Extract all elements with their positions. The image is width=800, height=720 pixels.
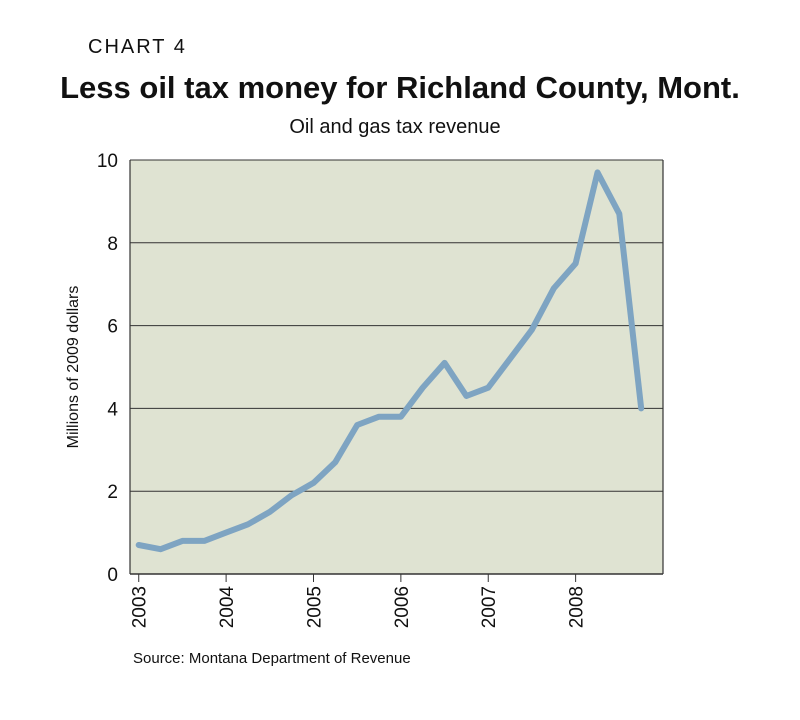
data-point	[639, 406, 643, 410]
data-point	[311, 481, 315, 485]
chart-title: Less oil tax money for Richland County, …	[60, 70, 740, 105]
data-point	[290, 493, 294, 497]
data-point	[574, 262, 578, 265]
data-point	[377, 415, 381, 419]
data-point	[421, 386, 425, 390]
chart-subtitle: Oil and gas tax revenue	[289, 116, 501, 138]
y-tick-label-8: 8	[107, 234, 118, 255]
tick-labels: 0 2 4 6 8 10 2003 2004 2005 2006 2007 2008	[97, 151, 588, 628]
y-tick-label-0: 0	[107, 565, 118, 586]
chart-number-label: CHART 4	[88, 36, 187, 58]
x-tick-label-2004: 2004	[217, 586, 238, 629]
source-note: Source: Montana Department of Revenue	[133, 650, 411, 667]
y-tick-label-10: 10	[97, 151, 118, 172]
data-point	[399, 415, 403, 419]
y-tick-label-6: 6	[107, 317, 118, 338]
data-point	[617, 212, 621, 216]
data-point	[530, 328, 534, 332]
x-tick-label-2007: 2007	[479, 586, 500, 628]
data-point	[443, 361, 447, 365]
x-tick-label-2003: 2003	[130, 586, 151, 628]
data-point	[202, 539, 206, 543]
y-tick-label-2: 2	[107, 482, 118, 503]
data-point	[268, 510, 272, 514]
x-tick-label-2006: 2006	[392, 586, 413, 628]
data-point	[464, 394, 468, 398]
data-point	[508, 357, 512, 361]
data-point	[552, 286, 556, 290]
data-point	[159, 547, 163, 551]
data-point	[333, 460, 337, 464]
x-tick-label-2005: 2005	[304, 586, 325, 628]
data-point	[246, 522, 250, 526]
y-tick-label-4: 4	[107, 399, 118, 420]
data-point	[595, 170, 599, 174]
data-point	[486, 386, 490, 390]
plot-area	[130, 160, 663, 574]
data-point	[180, 539, 184, 543]
series-line-0	[135, 169, 645, 553]
data-point	[355, 423, 359, 427]
x-tick-label-2008: 2008	[567, 586, 588, 628]
series-layer	[135, 169, 645, 553]
data-point	[224, 531, 228, 535]
gridlines	[130, 159, 663, 492]
y-axis-label: Millions of 2009 dollars	[65, 286, 82, 449]
data-point	[137, 543, 141, 547]
axes	[129, 160, 664, 582]
